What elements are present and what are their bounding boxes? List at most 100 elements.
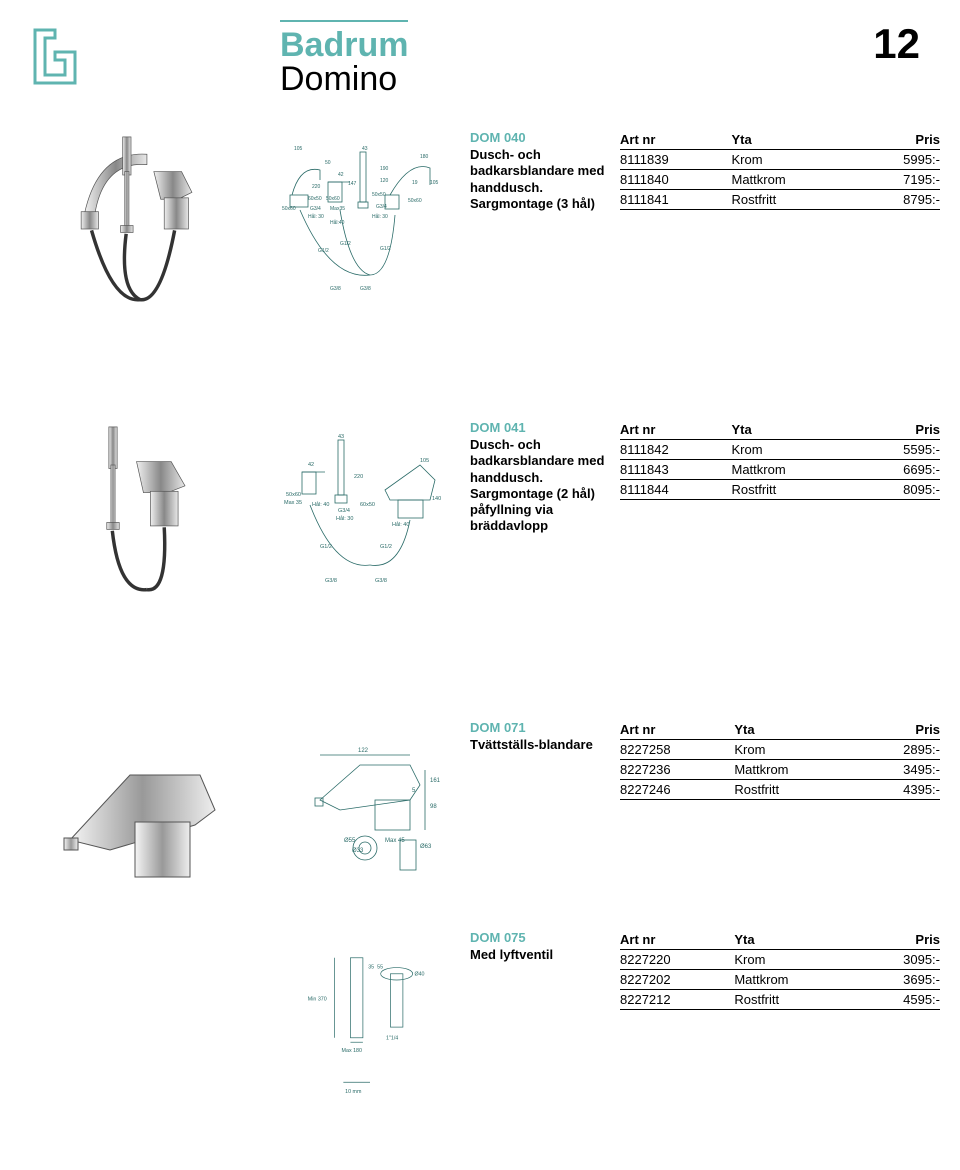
price-table: Art nr Yta Pris 8111842Krom5595:- 811184… — [620, 420, 940, 500]
svg-text:Hål: 40: Hål: 40 — [392, 521, 409, 528]
table-row: 8227246Rostfritt4395:- — [620, 780, 940, 800]
svg-text:Hål: 30: Hål: 30 — [308, 213, 324, 220]
svg-text:105: 105 — [430, 180, 439, 186]
product-row-dom041: 42 43 105 220 140 50x60 Max 35 Hål: 40 G… — [0, 420, 960, 600]
product-code: DOM 040 — [470, 130, 610, 145]
svg-text:50: 50 — [325, 160, 331, 166]
product-row-dom040: 105 50 42 43 180 220 190 120 147 19 105 … — [0, 130, 960, 310]
svg-text:G3/8: G3/8 — [375, 578, 387, 584]
table-row: 8111843Mattkrom6695:- — [620, 460, 940, 480]
product-row-dom071: 122 5 161 98 Ø55 Ø33 Max 45 Ø63 DOM 071 … — [0, 720, 960, 900]
svg-text:105: 105 — [294, 146, 303, 152]
table-row: 8227258Krom2895:- — [620, 740, 940, 760]
svg-text:50x60: 50x60 — [326, 196, 340, 202]
svg-text:55: 55 — [377, 964, 383, 970]
page-number: 12 — [873, 20, 920, 68]
svg-text:G1/2: G1/2 — [320, 544, 332, 550]
svg-text:Ø63: Ø63 — [420, 844, 432, 850]
table-row: 8227202Mattkrom3695:- — [620, 970, 940, 990]
title-sub: Domino — [280, 62, 408, 96]
svg-text:60x50: 60x50 — [308, 196, 322, 202]
svg-text:120: 120 — [380, 178, 389, 184]
svg-text:43: 43 — [338, 434, 344, 440]
product-image — [0, 720, 280, 900]
product-image — [0, 420, 280, 600]
svg-text:Max 180: Max 180 — [342, 1048, 362, 1054]
svg-text:G1/2: G1/2 — [340, 241, 351, 247]
svg-text:140: 140 — [432, 496, 441, 502]
product-diagram: 42 43 105 220 140 50x60 Max 35 Hål: 40 G… — [280, 420, 470, 600]
product-desc: Med lyftventil — [470, 947, 610, 963]
svg-text:Ø33: Ø33 — [352, 848, 364, 854]
table-row: 8111844Rostfritt8095:- — [620, 480, 940, 500]
svg-text:G1/2: G1/2 — [380, 246, 391, 252]
svg-text:19: 19 — [412, 180, 418, 186]
product-code: DOM 041 — [470, 420, 610, 435]
product-desc: Dusch- och badkarsblandare med handdusch… — [470, 147, 610, 212]
product-info: DOM 040 Dusch- och badkarsblandare med h… — [470, 130, 620, 212]
svg-text:122: 122 — [358, 748, 369, 754]
svg-text:G3/4: G3/4 — [376, 204, 387, 210]
product-image — [0, 130, 280, 310]
svg-text:43: 43 — [362, 146, 368, 152]
th-yta: Yta — [731, 420, 855, 440]
svg-text:G3/8: G3/8 — [330, 286, 341, 292]
svg-text:5: 5 — [412, 788, 416, 794]
svg-text:180: 180 — [420, 154, 429, 160]
product-diagram: Min 370 35 55 Max 180 Ø40 1"1/4 10 mm — [280, 930, 470, 1110]
svg-text:G3/8: G3/8 — [360, 286, 371, 292]
svg-text:10 mm: 10 mm — [345, 1089, 362, 1095]
product-info: DOM 075 Med lyftventil — [470, 930, 620, 963]
svg-text:190: 190 — [380, 166, 389, 172]
product-desc: Dusch- och badkarsblandare med handdusch… — [470, 437, 610, 535]
th-yta: Yta — [734, 720, 856, 740]
svg-text:G1/2: G1/2 — [318, 248, 329, 254]
product-diagram: 122 5 161 98 Ø55 Ø33 Max 45 Ø63 — [280, 720, 470, 900]
svg-text:Hål: 30: Hål: 30 — [336, 515, 353, 522]
svg-text:Hål: 40: Hål: 40 — [312, 501, 329, 508]
svg-text:Ø55: Ø55 — [344, 838, 356, 844]
svg-text:42: 42 — [308, 462, 314, 468]
svg-text:Max35: Max35 — [330, 206, 345, 212]
svg-text:50x60: 50x60 — [286, 492, 301, 498]
svg-text:Max 35: Max 35 — [284, 500, 302, 506]
product-info: DOM 041 Dusch- och badkarsblandare med h… — [470, 420, 620, 535]
th-yta: Yta — [734, 930, 856, 950]
svg-text:98: 98 — [430, 804, 437, 810]
svg-text:Hål:40: Hål:40 — [330, 219, 345, 226]
page-title: Badrum Domino — [280, 20, 408, 96]
table-row: 8111841Rostfritt8795:- — [620, 190, 940, 210]
svg-text:220: 220 — [354, 474, 363, 480]
th-artnr: Art nr — [620, 130, 731, 150]
svg-text:50x50: 50x50 — [372, 192, 386, 198]
product-code: DOM 075 — [470, 930, 610, 945]
table-row: 8227212Rostfritt4595:- — [620, 990, 940, 1010]
svg-text:50x60: 50x60 — [408, 198, 422, 204]
product-diagram: 105 50 42 43 180 220 190 120 147 19 105 … — [280, 130, 470, 310]
svg-text:220: 220 — [312, 184, 321, 190]
price-table: Art nr Yta Pris 8111839Krom5995:- 811184… — [620, 130, 940, 210]
svg-text:50x60: 50x60 — [282, 206, 296, 212]
svg-text:G3/4: G3/4 — [338, 508, 350, 514]
th-artnr: Art nr — [620, 420, 731, 440]
th-pris: Pris — [856, 420, 940, 440]
svg-text:Hål: 30: Hål: 30 — [372, 213, 388, 220]
title-main: Badrum — [280, 28, 408, 62]
svg-text:60x50: 60x50 — [360, 502, 375, 508]
th-pris: Pris — [857, 930, 940, 950]
product-row-dom075: Min 370 35 55 Max 180 Ø40 1"1/4 10 mm DO… — [0, 930, 960, 1110]
th-artnr: Art nr — [620, 930, 734, 950]
table-row: 8111840Mattkrom7195:- — [620, 170, 940, 190]
price-table: Art nr Yta Pris 8227220Krom3095:- 822720… — [620, 930, 940, 1010]
table-row: 8227220Krom3095:- — [620, 950, 940, 970]
th-artnr: Art nr — [620, 720, 734, 740]
price-table: Art nr Yta Pris 8227258Krom2895:- 822723… — [620, 720, 940, 800]
svg-text:Ø40: Ø40 — [414, 972, 424, 978]
svg-text:147: 147 — [348, 181, 357, 187]
th-yta: Yta — [731, 130, 855, 150]
svg-text:1"1/4: 1"1/4 — [386, 1036, 398, 1042]
svg-text:G3/8: G3/8 — [325, 578, 337, 584]
svg-text:161: 161 — [430, 778, 441, 784]
product-desc: Tvättställs-blandare — [470, 737, 610, 753]
svg-text:35: 35 — [368, 964, 374, 970]
